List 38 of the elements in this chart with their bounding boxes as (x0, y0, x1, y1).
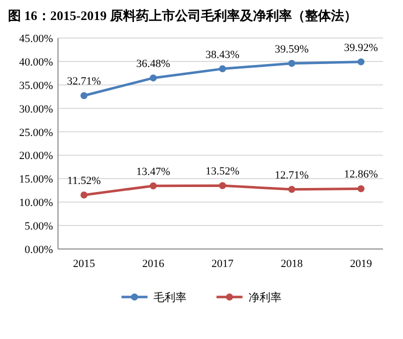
y-tick-label: 40.00% (19, 56, 53, 68)
x-tick-label: 2015 (73, 258, 96, 270)
x-tick-label: 2019 (350, 258, 372, 270)
point (219, 182, 226, 190)
x-tick-label: 2016 (142, 258, 165, 270)
y-tick-label: 10.00% (19, 197, 53, 210)
point (288, 60, 296, 67)
data-label: 13.47% (136, 166, 170, 178)
legend-label: 毛利率 (154, 291, 186, 304)
y-tick-label: 30.00% (19, 103, 53, 116)
data-label: 39.92% (344, 42, 378, 54)
y-tick-label: 20.00% (19, 150, 53, 162)
data-label: 38.43% (206, 48, 240, 61)
point (80, 92, 88, 100)
data-label: 11.52% (67, 174, 101, 187)
point (150, 74, 157, 82)
data-label: 32.71% (67, 76, 101, 88)
chart-title: 图 16：2015-2019 原料药上市公司毛利率及净利率（整体法） (8, 8, 357, 23)
data-label: 12.86% (344, 168, 378, 181)
point (358, 185, 364, 192)
legend-label: 净利率 (248, 291, 282, 304)
y-tick-label: 15.00% (19, 174, 53, 186)
x-tick-label: 2017 (212, 258, 234, 270)
point (358, 58, 364, 66)
x-tick-label: 2018 (280, 258, 304, 270)
y-tick-label: 0.00% (24, 244, 53, 256)
point (219, 65, 226, 72)
data-label: 39.59% (274, 43, 309, 56)
y-tick-label: 45.00% (19, 33, 53, 45)
point (288, 186, 296, 193)
y-tick-label: 35.00% (19, 80, 53, 92)
point (150, 182, 157, 190)
y-tick-label: 25.00% (19, 126, 53, 139)
data-label: 13.52% (206, 166, 240, 178)
data-label: 36.48% (136, 58, 170, 70)
data-label: 12.71% (274, 169, 309, 182)
point (80, 191, 88, 198)
y-tick-label: 5.00% (24, 220, 53, 233)
